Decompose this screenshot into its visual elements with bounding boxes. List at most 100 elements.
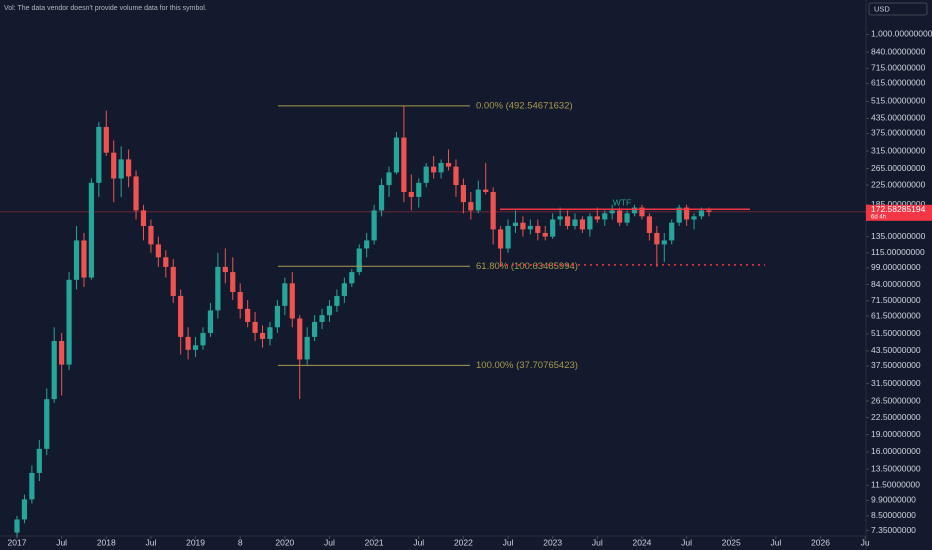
candle-body [237, 292, 243, 309]
y-tick-label: 715.00000000 [871, 63, 926, 73]
candle-body [579, 219, 586, 230]
x-tick-label: Jul [413, 537, 424, 547]
candle-body [512, 222, 519, 226]
candle-body [312, 321, 318, 337]
candle-body [66, 279, 72, 365]
y-tick-label: 31.50000000 [871, 378, 921, 388]
candle-body [51, 341, 57, 400]
y-tick-label: 61.50000000 [871, 310, 921, 320]
y-tick-label: 8.50000000 [871, 510, 916, 520]
candle-body [148, 225, 154, 245]
candle-body [111, 152, 117, 179]
y-tick-label: 265.00000000 [871, 163, 926, 173]
x-tick-label: Jul [503, 537, 514, 547]
candle-body [341, 283, 347, 296]
y-tick-label: 13.50000000 [871, 463, 921, 473]
y-tick-label: 22.50000000 [871, 412, 921, 422]
y-tick-label: 315.00000000 [871, 145, 926, 155]
candle-body [483, 189, 489, 192]
x-tick-label: 2021 [365, 537, 384, 547]
candle-body [88, 182, 94, 278]
candle-body [691, 216, 697, 220]
y-tick-label: 375.00000000 [871, 128, 926, 138]
candle-body [170, 266, 176, 296]
candle-body [646, 216, 652, 233]
y-tick-label: 515.00000000 [871, 96, 926, 106]
candle-body [423, 166, 429, 183]
candle-body [564, 216, 571, 226]
candle-body [594, 216, 600, 220]
x-tick-label: 2018 [97, 537, 116, 547]
x-tick-label: 2022 [454, 537, 473, 547]
candle-body [118, 159, 124, 179]
candle-body [460, 185, 466, 203]
y-tick-label: 840.00000000 [871, 46, 926, 56]
candle-body [326, 305, 333, 316]
currency-button[interactable] [868, 2, 928, 16]
candle-body [207, 310, 214, 333]
y-tick-label: 26.50000000 [871, 395, 921, 405]
candle-body [527, 225, 533, 230]
candle-body [282, 283, 288, 306]
candle-body [140, 210, 147, 226]
x-tick-label: Jul [681, 537, 692, 547]
candle-body [371, 210, 377, 241]
candle-body [490, 191, 496, 230]
candle-body [252, 321, 258, 333]
y-tick-label: 37.50000000 [871, 360, 921, 370]
candle-body [126, 159, 132, 177]
candle-body [401, 137, 407, 192]
candle-body [334, 295, 340, 306]
candle-body [297, 318, 303, 360]
candle-body [14, 519, 20, 533]
candle-body [245, 308, 251, 322]
candle-body [393, 137, 400, 173]
candle-body [587, 216, 593, 230]
candle-body [319, 315, 325, 322]
x-tick-label: Jul [770, 537, 781, 547]
candle-body [73, 240, 80, 280]
candle-body [59, 341, 65, 365]
candle-body [475, 189, 481, 211]
candle-body [200, 332, 206, 346]
candle-body [267, 327, 273, 339]
x-tick-label: Jul [592, 537, 603, 547]
candle-body [505, 225, 511, 249]
candle-body [259, 332, 266, 339]
candle-body [304, 336, 310, 360]
candle-body [274, 305, 280, 328]
y-tick-label: 16.00000000 [871, 446, 921, 456]
candle-body [706, 210, 712, 212]
x-tick-label: 2017 [8, 537, 27, 547]
candle-body [617, 210, 623, 223]
candle-body [289, 283, 295, 319]
last-price-label: 172.58285194 [871, 204, 926, 214]
candle-body [155, 244, 161, 258]
y-tick-label: 115.00000000 [871, 247, 925, 257]
candle-body [445, 162, 452, 167]
candle-body [557, 216, 563, 220]
candle-body [386, 172, 392, 186]
candle-body [609, 210, 615, 214]
y-tick-label: 9.90000000 [871, 495, 916, 505]
candle-body [378, 185, 385, 211]
candle-body [453, 166, 459, 186]
y-tick-label: 1,000.00000000 [871, 29, 932, 39]
candle-body [684, 207, 690, 220]
candle-body [215, 266, 221, 311]
currency-label[interactable]: USD [874, 4, 890, 13]
candle-body [103, 126, 109, 153]
x-tick-label: Jul [145, 537, 156, 547]
candle-body [21, 499, 28, 520]
candle-body [431, 166, 437, 173]
candle-body [602, 213, 608, 220]
fib-label: 0.00% (492.54671632) [476, 100, 573, 111]
candle-body [654, 232, 660, 245]
x-tick-label: 2019 [186, 537, 205, 547]
x-tick-label: Ju [861, 537, 870, 547]
candle-body [349, 272, 355, 284]
candle-body [535, 225, 541, 233]
candle-body [178, 295, 184, 337]
